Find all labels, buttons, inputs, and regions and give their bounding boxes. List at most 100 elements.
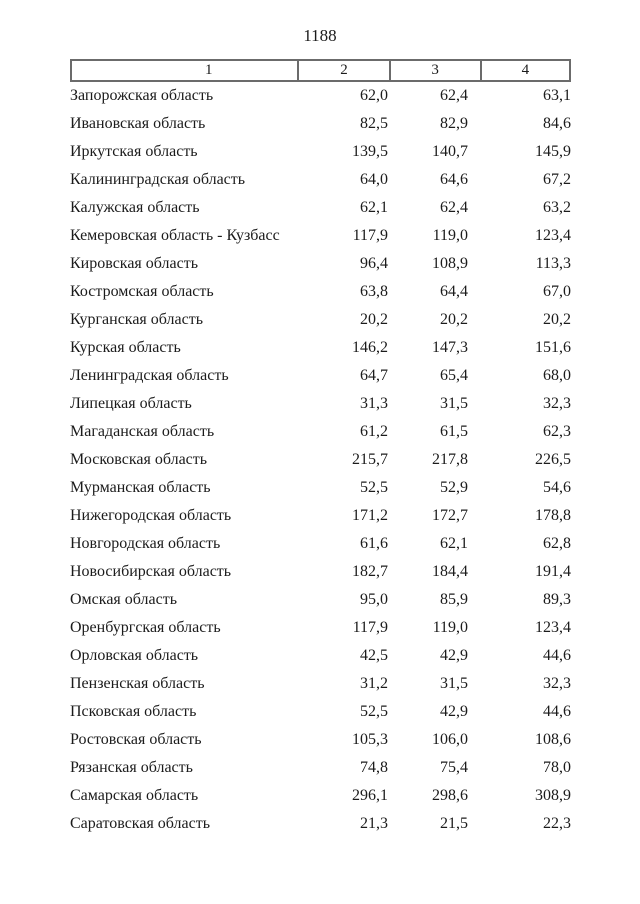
value-cell-col2: 62,1 bbox=[360, 199, 388, 216]
value-cell-col2: 95,0 bbox=[360, 591, 388, 608]
value-cell-col3: 119,0 bbox=[432, 619, 468, 636]
table-row: Рязанская область 74,8 75,4 78,0 bbox=[70, 754, 571, 782]
value-cell-col2: 63,8 bbox=[360, 283, 388, 300]
value-cell-col4: 123,4 bbox=[535, 619, 571, 636]
value-cell-col4: 44,6 bbox=[543, 647, 571, 664]
region-name-cell: Ивановская область bbox=[70, 115, 206, 132]
column-header-3: 3 bbox=[391, 61, 482, 80]
value-cell-col3: 106,0 bbox=[432, 731, 468, 748]
value-cell-col2: 64,7 bbox=[360, 367, 388, 384]
column-header-4: 4 bbox=[521, 62, 530, 78]
table-row: Кемеровская область - Кузбасс 117,9 119,0 1… bbox=[70, 222, 571, 250]
value-cell-col3: 75,4 bbox=[440, 759, 468, 776]
table-row: Калужская область 62,1 62,4 63,2 bbox=[70, 194, 571, 222]
region-name-cell: Оренбургская область bbox=[70, 619, 221, 636]
value-cell-col3: 21,5 bbox=[440, 815, 468, 832]
value-cell-col3: 172,7 bbox=[432, 507, 468, 524]
table-row: Калининградская область 64,0 64,6 67,2 bbox=[70, 166, 571, 194]
value-cell-col4: 178,8 bbox=[535, 507, 571, 524]
value-cell-col3: 184,4 bbox=[432, 563, 468, 580]
value-cell-col4: 54,6 bbox=[543, 479, 571, 496]
value-cell-col3: 42,9 bbox=[440, 703, 468, 720]
value-cell-col3: 65,4 bbox=[440, 367, 468, 384]
region-name-cell: Мурманская область bbox=[70, 479, 211, 496]
value-cell-col4: 67,2 bbox=[543, 171, 571, 188]
table-row: Курская область 146,2 147,3 151,6 bbox=[70, 334, 571, 362]
table-row: Московская область 215,7 217,8 226,5 bbox=[70, 446, 571, 474]
region-name-cell: Псковская область bbox=[70, 703, 197, 720]
region-name-cell: Запорожская область bbox=[70, 87, 214, 104]
region-name-cell: Костромская область bbox=[70, 283, 214, 300]
region-name-cell: Саратовская область bbox=[70, 815, 211, 832]
value-cell-col2: 171,2 bbox=[352, 507, 388, 524]
page-number: 1188 bbox=[303, 26, 337, 45]
regions-table: 1 2 3 4 Запорожская область 62,0 62,4 63,1 И… bbox=[70, 59, 571, 838]
table-row: Кировская область 96,4 108,9 113,3 bbox=[70, 250, 571, 278]
value-cell-col3: 119,0 bbox=[432, 227, 468, 244]
table-row: Ивановская область 82,5 82,9 84,6 bbox=[70, 110, 571, 138]
table-row: Мурманская область 52,5 52,9 54,6 bbox=[70, 474, 571, 502]
region-name-cell: Липецкая область bbox=[70, 395, 192, 412]
region-name-cell: Курганская область bbox=[70, 311, 204, 328]
value-cell-col2: 20,2 bbox=[360, 311, 388, 328]
value-cell-col4: 63,1 bbox=[543, 87, 571, 104]
table-row: Ростовская область 105,3 106,0 108,6 bbox=[70, 726, 571, 754]
region-name-cell: Новгородская область bbox=[70, 535, 221, 552]
value-cell-col4: 22,3 bbox=[543, 815, 571, 832]
table-row: Иркутская область 139,5 140,7 145,9 bbox=[70, 138, 571, 166]
value-cell-col3: 140,7 bbox=[432, 143, 468, 160]
region-name-cell: Иркутская область bbox=[70, 143, 198, 160]
value-cell-col2: 21,3 bbox=[360, 815, 388, 832]
region-name-cell: Рязанская область bbox=[70, 759, 193, 776]
region-name-cell: Магаданская область bbox=[70, 423, 215, 440]
value-cell-col2: 82,5 bbox=[360, 115, 388, 132]
value-cell-col3: 147,3 bbox=[432, 339, 468, 356]
value-cell-col2: 62,0 bbox=[360, 87, 388, 104]
value-cell-col3: 298,6 bbox=[432, 787, 468, 804]
value-cell-col4: 67,0 bbox=[543, 283, 571, 300]
value-cell-col2: 215,7 bbox=[352, 451, 388, 468]
table-row: Пензенская область 31,2 31,5 32,3 bbox=[70, 670, 571, 698]
value-cell-col4: 89,3 bbox=[543, 591, 571, 608]
table-row: Липецкая область 31,3 31,5 32,3 bbox=[70, 390, 571, 418]
region-name-cell: Калининградская область bbox=[70, 171, 246, 188]
region-name-cell: Орловская область bbox=[70, 647, 199, 664]
value-cell-col3: 64,4 bbox=[440, 283, 468, 300]
table-row: Ленинградская область 64,7 65,4 68,0 bbox=[70, 362, 571, 390]
value-cell-col4: 113,3 bbox=[535, 255, 571, 272]
value-cell-col3: 62,1 bbox=[440, 535, 468, 552]
value-cell-col2: 182,7 bbox=[352, 563, 388, 580]
value-cell-col4: 68,0 bbox=[543, 367, 571, 384]
value-cell-col2: 61,6 bbox=[360, 535, 388, 552]
region-name-cell: Нижегородская область bbox=[70, 507, 232, 524]
value-cell-col4: 44,6 bbox=[543, 703, 571, 720]
value-cell-col3: 31,5 bbox=[440, 675, 468, 692]
table-row: Новгородская область 61,6 62,1 62,8 bbox=[70, 530, 571, 558]
value-cell-col3: 108,9 bbox=[432, 255, 468, 272]
value-cell-col3: 85,9 bbox=[440, 591, 468, 608]
table-row: Омская область 95,0 85,9 89,3 bbox=[70, 586, 571, 614]
value-cell-col4: 308,9 bbox=[535, 787, 571, 804]
region-name-cell: Кемеровская область - Кузбасс bbox=[70, 227, 280, 244]
value-cell-col3: 62,4 bbox=[440, 87, 468, 104]
table-row: Орловская область 42,5 42,9 44,6 bbox=[70, 642, 571, 670]
table-body: Запорожская область 62,0 62,4 63,1 Ивановска… bbox=[70, 82, 571, 838]
table-row: Новосибирская область 182,7 184,4 191,4 bbox=[70, 558, 571, 586]
value-cell-col2: 52,5 bbox=[360, 479, 388, 496]
value-cell-col2: 42,5 bbox=[360, 647, 388, 664]
column-header-1: 1 bbox=[72, 61, 300, 80]
value-cell-col2: 146,2 bbox=[352, 339, 388, 356]
value-cell-col2: 64,0 bbox=[360, 171, 388, 188]
value-cell-col2: 117,9 bbox=[352, 227, 388, 244]
region-name-cell: Курская область bbox=[70, 339, 181, 356]
table-row: Самарская область 296,1 298,6 308,9 bbox=[70, 782, 571, 810]
value-cell-col4: 226,5 bbox=[535, 451, 571, 468]
value-cell-col3: 82,9 bbox=[440, 115, 468, 132]
value-cell-col3: 61,5 bbox=[440, 423, 468, 440]
value-cell-col4: 32,3 bbox=[543, 395, 571, 412]
region-name-cell: Новосибирская область bbox=[70, 563, 232, 580]
region-name-cell: Кировская область bbox=[70, 255, 199, 272]
value-cell-col3: 62,4 bbox=[440, 199, 468, 216]
value-cell-col2: 139,5 bbox=[352, 143, 388, 160]
